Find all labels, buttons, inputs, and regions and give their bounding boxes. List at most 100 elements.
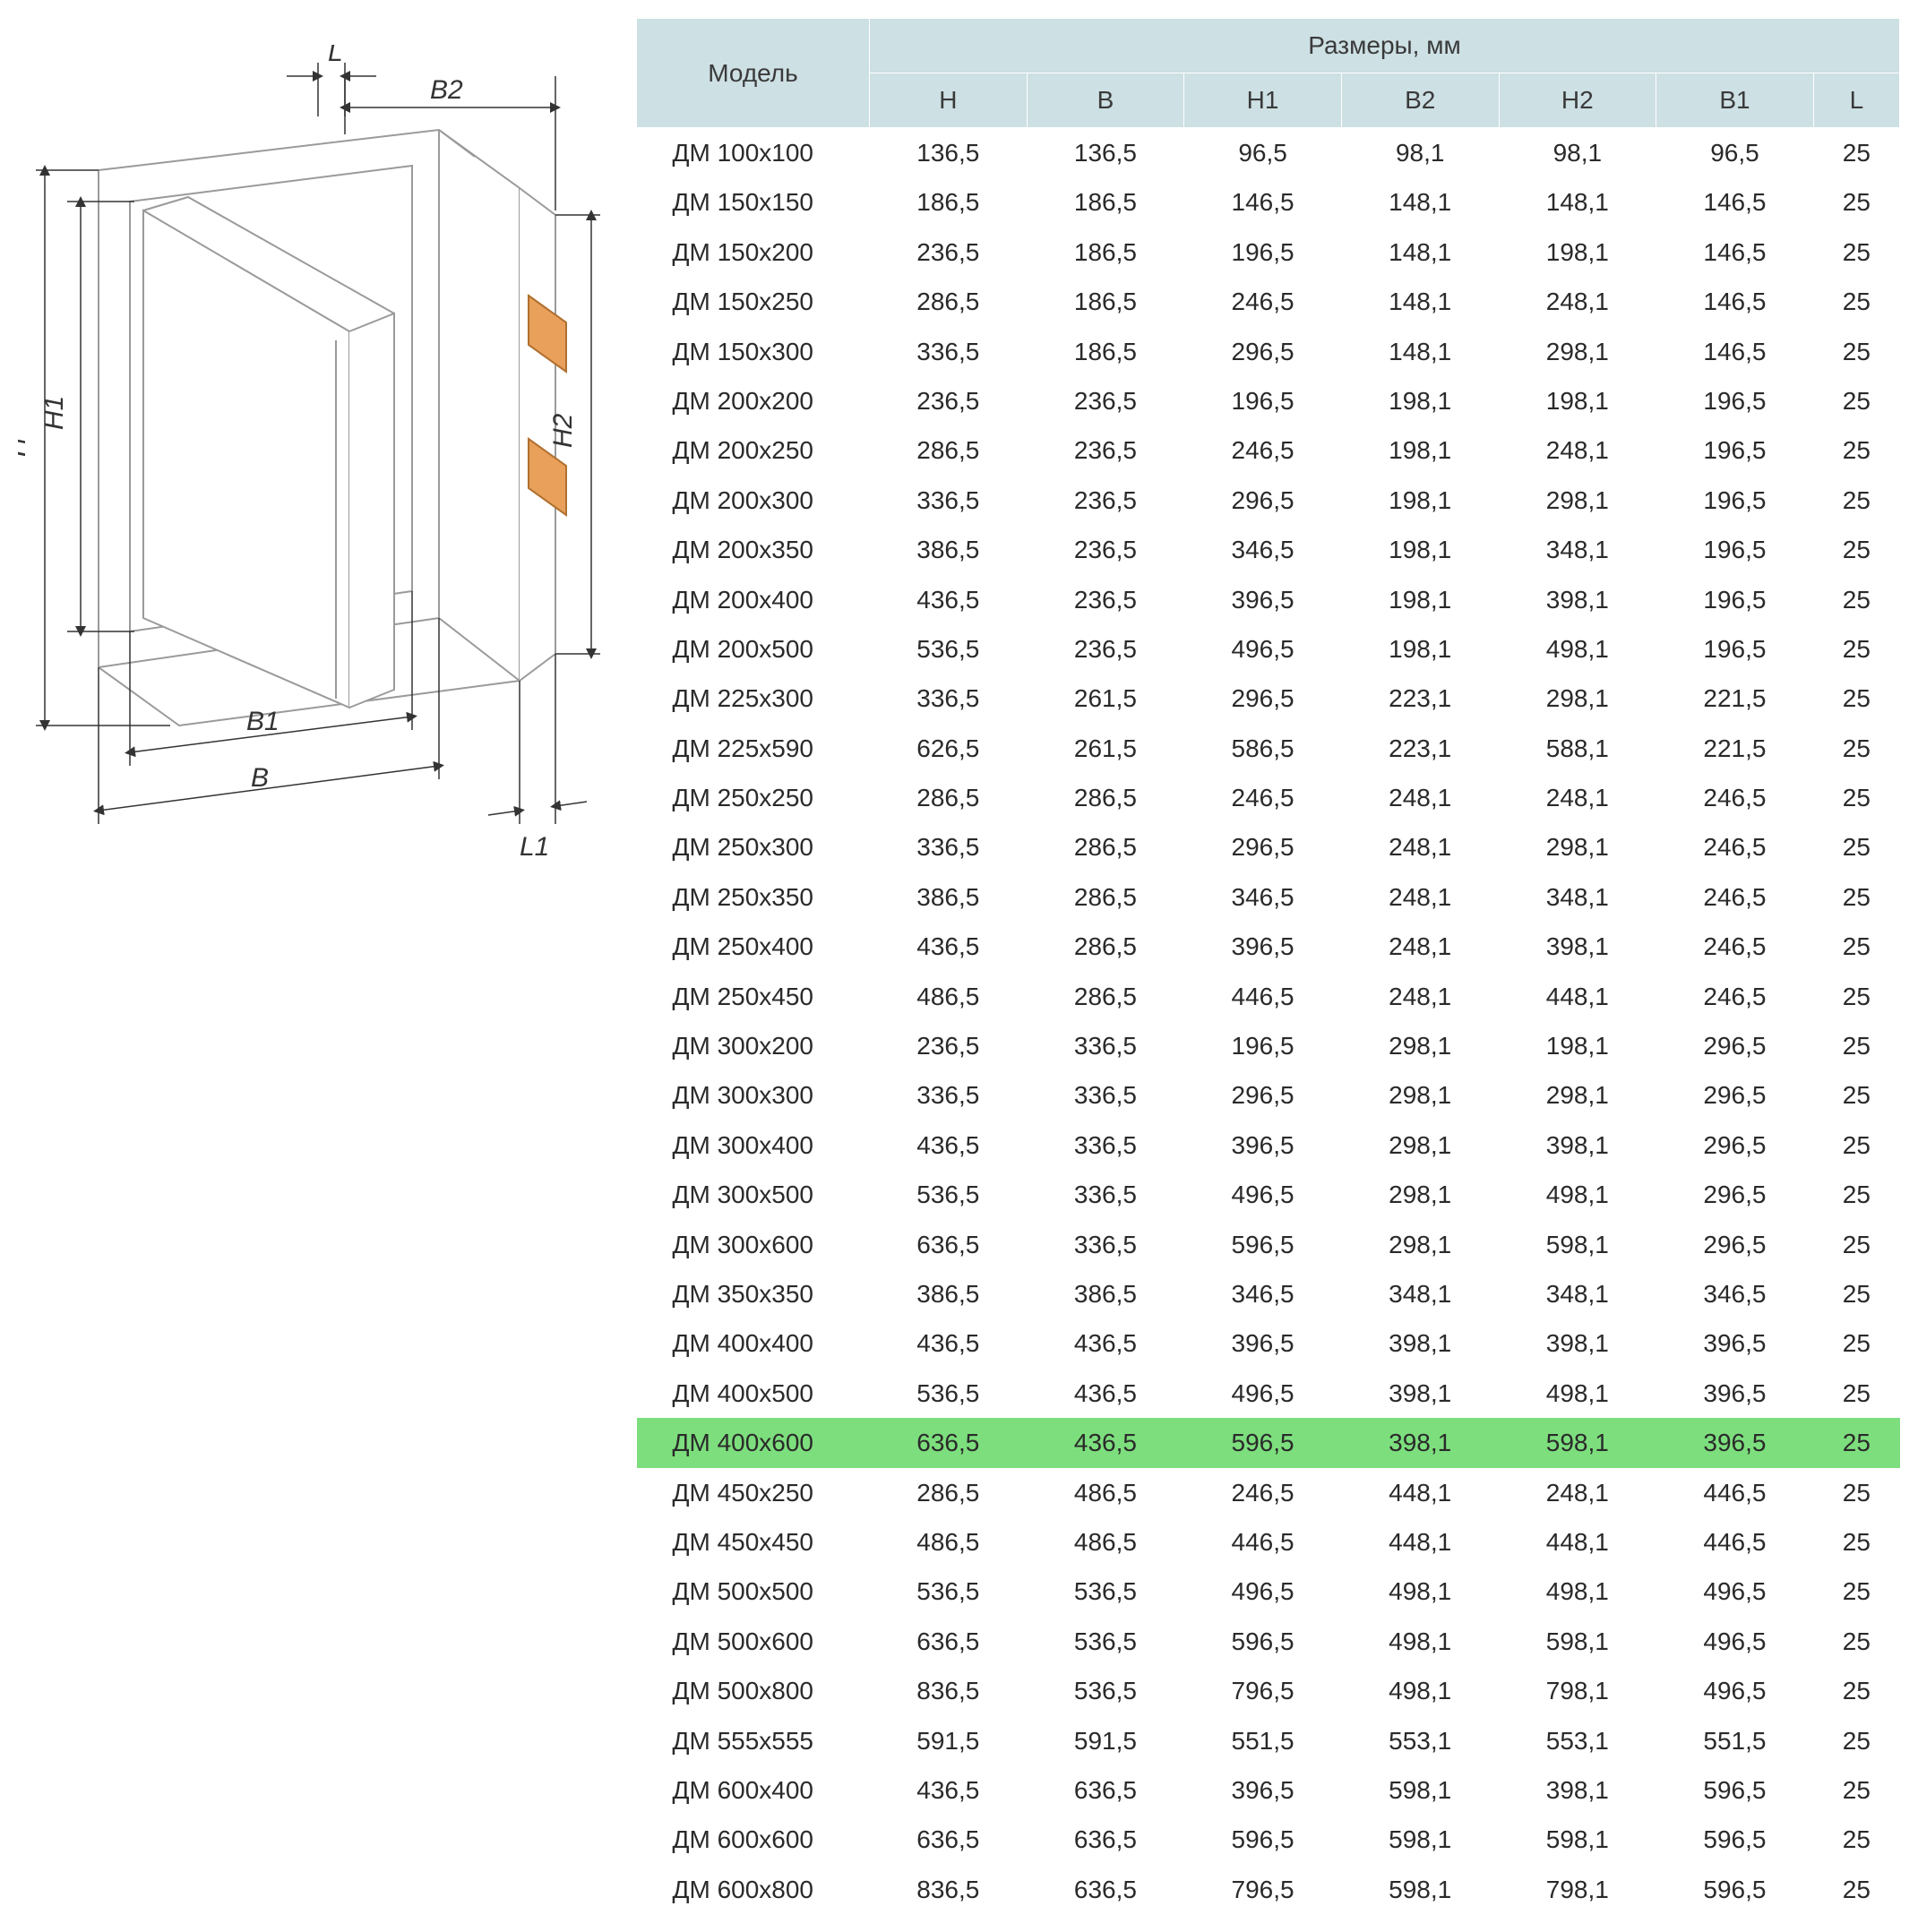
- value-cell: 286,5: [1027, 872, 1184, 922]
- value-cell: 248,1: [1341, 922, 1499, 971]
- value-cell: 25: [1813, 1765, 1899, 1815]
- model-cell: ДМ 150х200: [637, 228, 870, 277]
- value-cell: 336,5: [1027, 1170, 1184, 1219]
- value-cell: 436,5: [870, 575, 1028, 624]
- value-cell: 636,5: [1027, 1815, 1184, 1864]
- value-cell: 336,5: [870, 476, 1028, 525]
- value-cell: 596,5: [1184, 1418, 1342, 1467]
- model-cell: ДМ 225х300: [637, 674, 870, 723]
- value-cell: 398,1: [1499, 1121, 1656, 1170]
- table-row: ДМ 350х350386,5386,5346,5348,1348,1346,5…: [637, 1269, 1900, 1318]
- value-cell: 446,5: [1656, 1468, 1814, 1517]
- value-cell: 448,1: [1499, 1517, 1656, 1567]
- table-row: ДМ 250х450486,5286,5446,5248,1448,1246,5…: [637, 972, 1900, 1021]
- value-cell: 25: [1813, 922, 1899, 971]
- value-cell: 496,5: [1656, 1567, 1814, 1616]
- value-cell: 146,5: [1184, 177, 1342, 227]
- value-cell: 348,1: [1341, 1269, 1499, 1318]
- value-cell: 498,1: [1341, 1617, 1499, 1666]
- value-cell: 298,1: [1499, 674, 1656, 723]
- value-cell: 25: [1813, 575, 1899, 624]
- value-cell: 25: [1813, 1369, 1899, 1418]
- model-cell: ДМ 150х250: [637, 277, 870, 326]
- value-cell: 386,5: [870, 1269, 1028, 1318]
- value-cell: 836,5: [870, 1865, 1028, 1914]
- model-cell: ДМ 300х400: [637, 1121, 870, 1170]
- col-header: L: [1813, 73, 1899, 128]
- value-cell: 296,5: [1656, 1170, 1814, 1219]
- value-cell: 25: [1813, 872, 1899, 922]
- value-cell: 446,5: [1184, 972, 1342, 1021]
- value-cell: 286,5: [1027, 972, 1184, 1021]
- value-cell: 246,5: [1656, 972, 1814, 1021]
- value-cell: 223,1: [1341, 724, 1499, 773]
- value-cell: 436,5: [870, 922, 1028, 971]
- dimensions-table: Модель Размеры, мм НВН1В2Н2В1L ДМ 100х10…: [636, 18, 1900, 1914]
- value-cell: 25: [1813, 674, 1899, 723]
- value-cell: 196,5: [1656, 376, 1814, 425]
- table-row: ДМ 500х600636,5536,5596,5498,1598,1496,5…: [637, 1617, 1900, 1666]
- value-cell: 286,5: [870, 1468, 1028, 1517]
- value-cell: 296,5: [1656, 1021, 1814, 1070]
- value-cell: 336,5: [870, 822, 1028, 872]
- page-container: L B2 H H1 H2 B1 B L1 Модель Размеры, мм …: [18, 18, 1900, 1914]
- value-cell: 25: [1813, 1567, 1899, 1616]
- value-cell: 348,1: [1499, 872, 1656, 922]
- value-cell: 336,5: [1027, 1121, 1184, 1170]
- value-cell: 246,5: [1184, 277, 1342, 326]
- value-cell: 146,5: [1656, 228, 1814, 277]
- value-cell: 248,1: [1499, 277, 1656, 326]
- value-cell: 25: [1813, 425, 1899, 475]
- value-cell: 398,1: [1499, 575, 1656, 624]
- value-cell: 536,5: [1027, 1666, 1184, 1715]
- value-cell: 496,5: [1184, 1567, 1342, 1616]
- value-cell: 148,1: [1341, 228, 1499, 277]
- value-cell: 246,5: [1656, 822, 1814, 872]
- value-cell: 136,5: [870, 128, 1028, 178]
- value-cell: 296,5: [1184, 1070, 1342, 1120]
- value-cell: 198,1: [1341, 425, 1499, 475]
- value-cell: 248,1: [1341, 872, 1499, 922]
- value-cell: 396,5: [1184, 575, 1342, 624]
- value-cell: 298,1: [1499, 1070, 1656, 1120]
- value-cell: 25: [1813, 972, 1899, 1021]
- value-cell: 498,1: [1341, 1567, 1499, 1616]
- value-cell: 198,1: [1341, 575, 1499, 624]
- value-cell: 636,5: [870, 1617, 1028, 1666]
- value-cell: 25: [1813, 1666, 1899, 1715]
- value-cell: 498,1: [1499, 1369, 1656, 1418]
- value-cell: 286,5: [870, 277, 1028, 326]
- model-cell: ДМ 100х100: [637, 128, 870, 178]
- value-cell: 598,1: [1341, 1765, 1499, 1815]
- value-cell: 496,5: [1184, 1170, 1342, 1219]
- value-cell: 25: [1813, 1517, 1899, 1567]
- value-cell: 198,1: [1499, 228, 1656, 277]
- value-cell: 236,5: [1027, 476, 1184, 525]
- value-cell: 396,5: [1656, 1369, 1814, 1418]
- value-cell: 146,5: [1656, 277, 1814, 326]
- value-cell: 346,5: [1184, 1269, 1342, 1318]
- value-cell: 236,5: [870, 376, 1028, 425]
- value-cell: 596,5: [1184, 1815, 1342, 1864]
- value-cell: 286,5: [1027, 922, 1184, 971]
- col-header: В: [1027, 73, 1184, 128]
- model-cell: ДМ 200х350: [637, 525, 870, 574]
- value-cell: 596,5: [1656, 1765, 1814, 1815]
- value-cell: 186,5: [1027, 228, 1184, 277]
- table-row: ДМ 200х350386,5236,5346,5198,1348,1196,5…: [637, 525, 1900, 574]
- value-cell: 221,5: [1656, 724, 1814, 773]
- value-cell: 598,1: [1499, 1418, 1656, 1467]
- value-cell: 298,1: [1341, 1070, 1499, 1120]
- table-row: ДМ 200х250286,5236,5246,5198,1248,1196,5…: [637, 425, 1900, 475]
- table-row: ДМ 300х300336,5336,5296,5298,1298,1296,5…: [637, 1070, 1900, 1120]
- value-cell: 25: [1813, 1070, 1899, 1120]
- value-cell: 248,1: [1341, 822, 1499, 872]
- value-cell: 196,5: [1184, 228, 1342, 277]
- value-cell: 398,1: [1341, 1418, 1499, 1467]
- value-cell: 346,5: [1184, 525, 1342, 574]
- value-cell: 396,5: [1184, 1121, 1342, 1170]
- value-cell: 626,5: [870, 724, 1028, 773]
- table-row: ДМ 400х400436,5436,5396,5398,1398,1396,5…: [637, 1318, 1900, 1368]
- table-row: ДМ 150х200236,5186,5196,5148,1198,1146,5…: [637, 228, 1900, 277]
- value-cell: 596,5: [1656, 1865, 1814, 1914]
